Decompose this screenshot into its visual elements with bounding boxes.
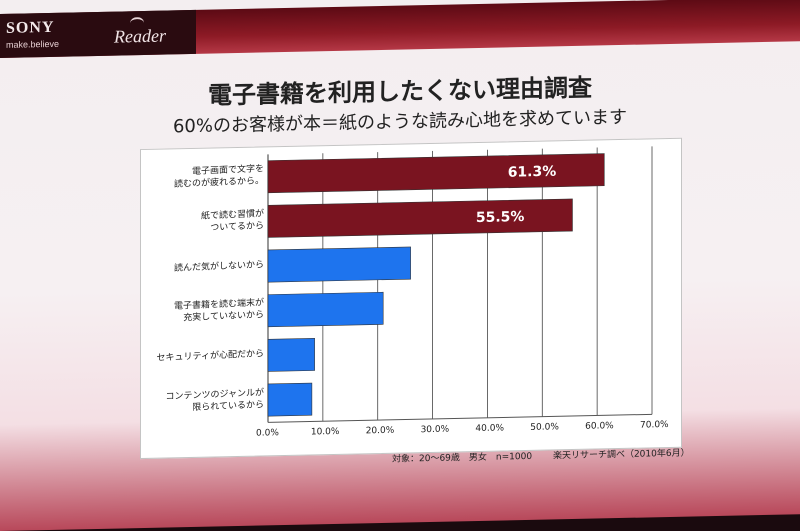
bar: [267, 382, 313, 417]
data-label: 55.5%: [476, 209, 525, 226]
bar: [267, 198, 573, 238]
x-tick-label: 0.0%: [256, 428, 279, 439]
x-tick-label: 70.0%: [640, 419, 669, 431]
bar: [267, 291, 384, 328]
x-axis-line: [268, 413, 652, 423]
x-tick-label: 20.0%: [365, 425, 395, 437]
data-label: 61.3%: [508, 164, 557, 181]
bar: [267, 246, 411, 283]
bar: [267, 153, 605, 194]
bar: [267, 338, 315, 372]
x-tick-label: 10.0%: [310, 426, 340, 438]
x-tick-label: 50.0%: [530, 422, 559, 433]
x-tick-label: 30.0%: [420, 424, 450, 436]
category-label: コンテンツのジャンルが 限られているから: [132, 387, 264, 417]
x-tick-label: 40.0%: [475, 423, 505, 435]
x-tick-label: 60.0%: [585, 421, 614, 432]
